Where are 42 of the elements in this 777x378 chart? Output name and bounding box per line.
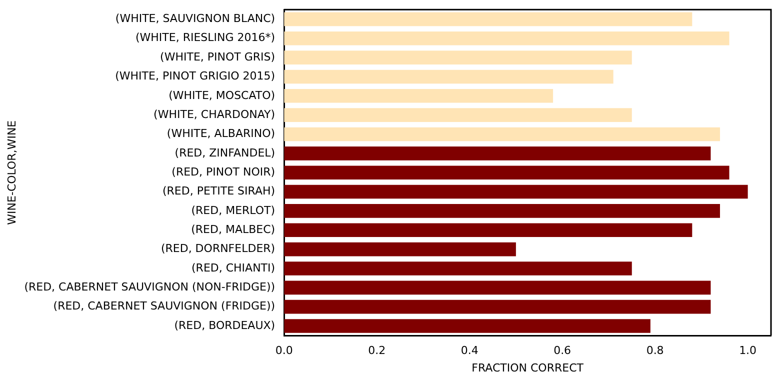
y-tick-label: (WHITE, SAUVIGNON BLANC): [115, 12, 276, 26]
bar: [284, 12, 692, 26]
bar: [284, 31, 730, 46]
x-tick-label: 0.0: [275, 344, 293, 358]
bar: [284, 280, 711, 295]
bar: [284, 319, 650, 333]
y-tick-label: (RED, CABERNET SAUVIGNON (NON-FRIDGE)): [24, 280, 276, 294]
x-tick-label: 0.4: [460, 344, 478, 358]
bar: [284, 108, 632, 122]
bar: [284, 223, 692, 238]
bar: [284, 184, 748, 199]
y-tick-label: (RED, PINOT NOIR): [172, 165, 276, 178]
y-tick-label: (RED, PETITE SIRAH): [162, 184, 276, 198]
bar: [284, 300, 711, 314]
bar: [284, 204, 720, 218]
bar: [284, 70, 614, 84]
y-tick-label: (WHITE, PINOT GRIGIO 2015): [115, 70, 276, 83]
y-tick-label: (RED, ZINFANDEL): [174, 146, 276, 160]
bar: [284, 262, 632, 276]
y-tick-label: (WHITE, CHARDONAY): [154, 108, 276, 121]
y-tick-label: (WHITE, RIESLING 2016*): [135, 31, 276, 44]
x-axis-title: FRACTION CORRECT: [472, 361, 584, 374]
y-tick-label: (RED, DORNFELDER): [160, 242, 276, 256]
y-tick-label: (WHITE, ALBARINO): [166, 127, 276, 140]
bar: [284, 88, 554, 103]
y-tick-label: (WHITE, MOSCATO): [168, 88, 276, 102]
y-axis-title: WINE-COLOR,WINE: [5, 120, 18, 225]
bar: [284, 146, 711, 160]
y-tick-label: (RED, BORDEAUX): [174, 318, 276, 332]
y-tick-label: (RED, MERLOT): [191, 204, 276, 217]
y-tick-label: (RED, MALBEC): [191, 222, 276, 236]
bar: [284, 242, 516, 256]
y-tick-label: (RED, CHIANTI): [192, 261, 276, 274]
y-tick-label: (WHITE, PINOT GRIS): [160, 50, 276, 64]
bar: [284, 50, 632, 64]
x-tick-label: 0.8: [646, 344, 664, 358]
bar: [284, 166, 730, 180]
bar: [284, 127, 720, 142]
x-tick-label: 1.0: [739, 344, 757, 358]
x-tick-label: 0.2: [368, 344, 386, 358]
y-tick-label: (RED, CABERNET SAUVIGNON (FRIDGE)): [53, 300, 276, 313]
x-tick-label: 0.6: [554, 344, 572, 358]
